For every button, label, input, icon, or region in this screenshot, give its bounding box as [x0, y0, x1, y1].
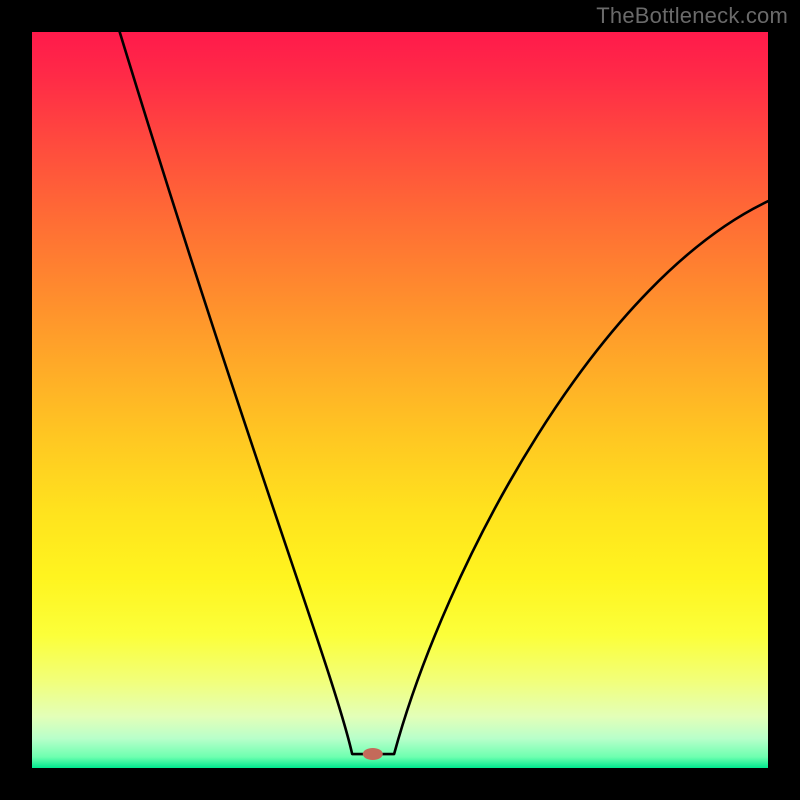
plot-background	[32, 32, 768, 768]
chart-svg	[0, 0, 800, 800]
chart-container: TheBottleneck.com	[0, 0, 800, 800]
optimum-marker	[363, 748, 383, 760]
watermark-text: TheBottleneck.com	[596, 3, 788, 29]
